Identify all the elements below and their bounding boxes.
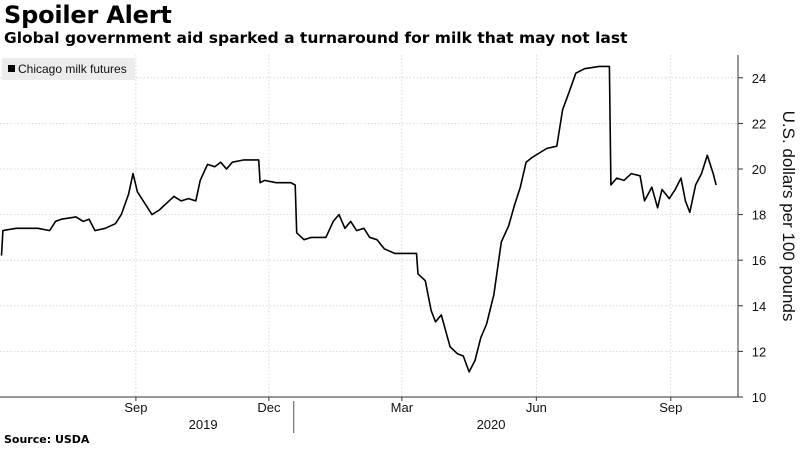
axes xyxy=(0,55,743,433)
year-label: 2019 xyxy=(189,417,218,432)
y-tick-label: 16 xyxy=(752,253,766,268)
legend-swatch xyxy=(8,65,15,72)
y-tick-label: 18 xyxy=(752,208,766,223)
series-line-chicago-milk-futures xyxy=(0,65,717,373)
legend-label: Chicago milk futures xyxy=(18,62,127,76)
y-tick-label: 20 xyxy=(752,162,766,177)
x-tick-label: Dec xyxy=(257,400,281,415)
tick-labels: 10 12 14 16 18 20 22 24 Sep Dec Mar Jun Sep 2019 2020 U… xyxy=(124,71,798,432)
y-tick-label: 22 xyxy=(752,116,766,131)
legend: Chicago milk futures xyxy=(2,58,135,80)
y-axis-title: U.S. dollars per 100 pounds xyxy=(779,111,798,322)
chart-subtitle: Global government aid sparked a turnarou… xyxy=(4,29,628,47)
x-tick-label: Jun xyxy=(526,400,547,415)
y-tick-label: 12 xyxy=(752,344,766,359)
y-tick-label: 14 xyxy=(752,299,766,314)
series-layer xyxy=(0,65,717,373)
x-tick-label: Sep xyxy=(659,400,682,415)
chart-title: Spoiler Alert xyxy=(4,1,172,29)
source-note: Source: USDA xyxy=(4,433,90,446)
x-tick-label: Mar xyxy=(391,400,414,415)
year-label: 2020 xyxy=(477,417,506,432)
y-tick-label: 24 xyxy=(752,71,766,86)
y-tick-label: 10 xyxy=(752,390,766,405)
x-tick-label: Sep xyxy=(124,400,147,415)
